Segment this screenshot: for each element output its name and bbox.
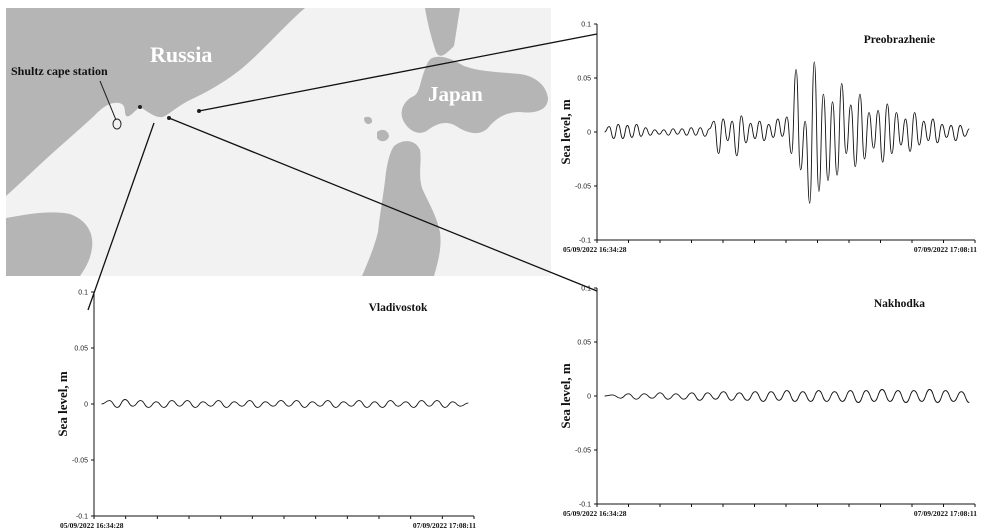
y-tick-label: 0.1 xyxy=(581,22,591,29)
map-land-islet xyxy=(364,116,373,125)
location-dot-vladivostok xyxy=(138,105,142,109)
y-tick-label: -0.1 xyxy=(579,238,591,245)
map-label-station: Shultz cape station xyxy=(11,64,108,78)
map-land-russia xyxy=(6,8,305,196)
y-tick-label: 0.05 xyxy=(577,76,591,83)
station-leader-line xyxy=(99,80,117,121)
y-axis-label: Sea level, m xyxy=(55,371,70,437)
chart-title: Nakhodka xyxy=(874,298,925,310)
chart-panel-preobrazhenie: 0.1 0.05 0 -0.05 -0.105/09/2022 16:34:28 07/0… xyxy=(558,22,977,255)
map-label-russia: Russia xyxy=(150,42,212,67)
map-land-korea xyxy=(6,212,93,276)
y-tick-label: -0.05 xyxy=(575,184,591,191)
chart-panel-nakhodka: 0.1 0.05 0 -0.05 -0.105/09/2022 16:34:28 07/0… xyxy=(558,286,977,519)
y-tick-label: -0.05 xyxy=(575,448,591,455)
x-start-label: 05/09/2022 16:34:28 xyxy=(563,509,627,518)
chart-panel-vladivostok: 0.1 0.05 0 -0.05 -0.105/09/2022 16:34:28 07/0… xyxy=(55,290,476,528)
y-tick-label: -0.1 xyxy=(76,514,88,521)
x-end-label: 07/09/2022 17:08:11 xyxy=(914,509,977,518)
y-tick-label: 0.05 xyxy=(577,340,591,347)
y-tick-label: 0 xyxy=(587,394,591,401)
map-land-honshu xyxy=(362,141,441,276)
connector-lines xyxy=(87,33,598,311)
y-tick-label: -0.1 xyxy=(579,502,591,509)
chart-title: Vladivostok xyxy=(369,302,428,314)
y-tick-label: 0.05 xyxy=(74,346,88,353)
station-marker xyxy=(112,118,122,130)
map-label-japan: Japan xyxy=(428,82,483,106)
y-tick-label: 0 xyxy=(84,402,88,409)
chart-title: Preobrazhenie xyxy=(864,34,935,46)
map: Russia Japan Shultz cape station xyxy=(6,8,551,276)
map-land-sakhalin xyxy=(425,8,460,56)
series-line xyxy=(604,389,970,403)
y-axis-label: Sea level, m xyxy=(558,363,573,429)
x-end-label: 07/09/2022 17:08:11 xyxy=(413,521,476,528)
connector-preobrazhenie xyxy=(198,33,598,112)
x-start-label: 05/09/2022 16:34:28 xyxy=(563,245,627,254)
y-tick-label: 0 xyxy=(587,130,591,137)
x-end-label: 07/09/2022 17:08:11 xyxy=(914,245,977,254)
y-tick-label: 0.1 xyxy=(581,286,591,293)
connector-nakhodka xyxy=(168,117,598,292)
map-land-islet xyxy=(377,129,389,142)
map-land-hokkaido xyxy=(401,56,548,134)
series-line xyxy=(604,61,970,204)
y-tick-label: -0.05 xyxy=(72,458,88,465)
y-axis-label: Sea level, m xyxy=(558,99,573,165)
connector-vladivostok xyxy=(87,122,155,311)
y-tick-label: 0.1 xyxy=(78,290,88,297)
x-start-label: 05/09/2022 16:34:28 xyxy=(60,521,124,528)
series-line xyxy=(101,399,469,408)
